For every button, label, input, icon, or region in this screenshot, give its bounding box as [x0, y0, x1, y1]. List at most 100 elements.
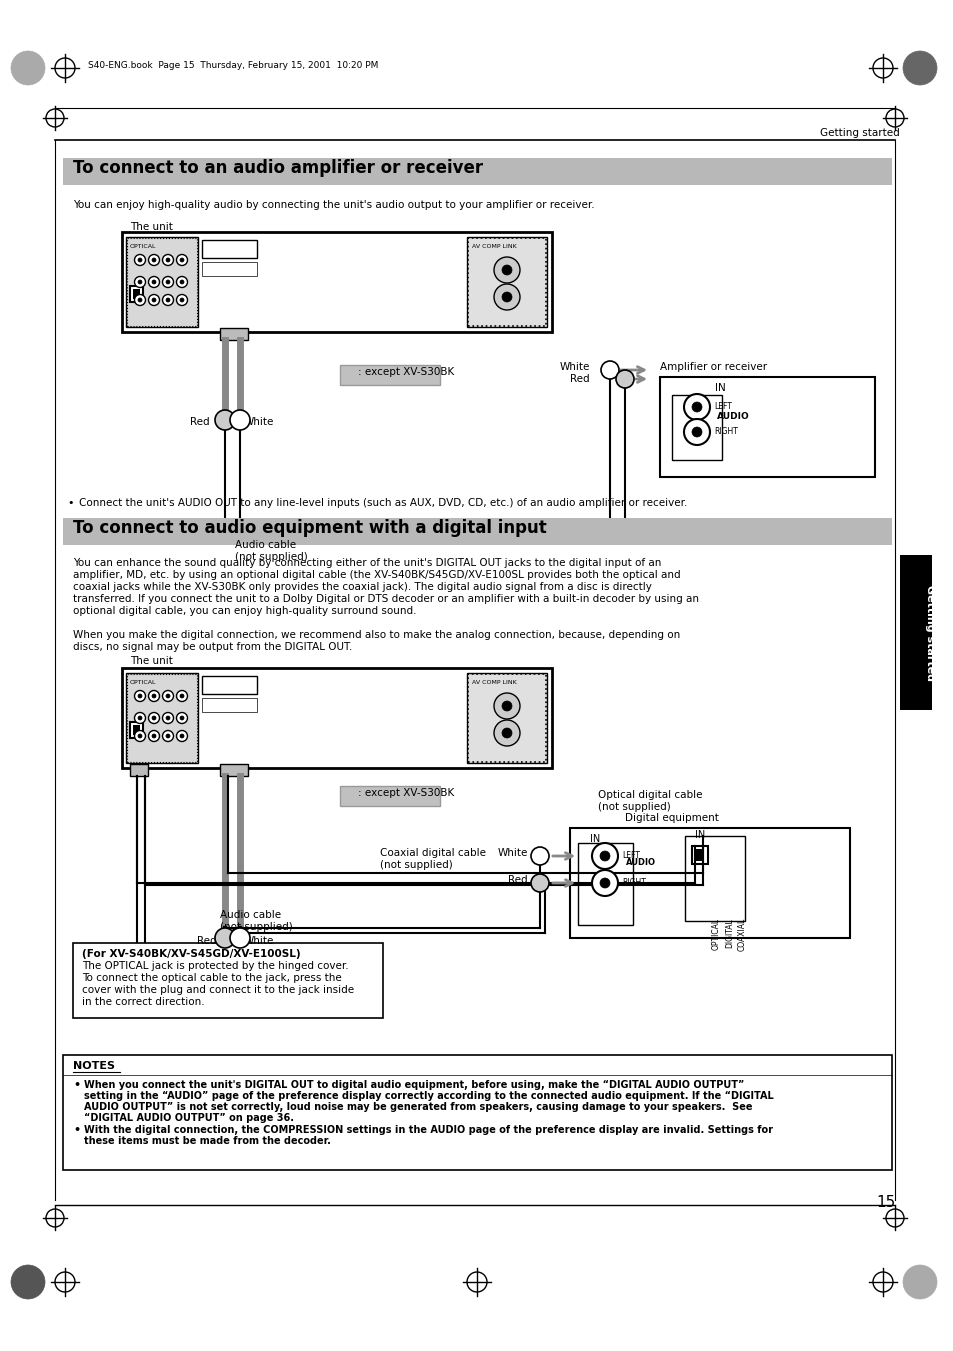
Circle shape	[152, 716, 156, 720]
Circle shape	[180, 734, 184, 738]
Bar	[899, 555, 931, 711]
Circle shape	[149, 731, 159, 742]
Circle shape	[166, 299, 170, 303]
Text: To connect to an audio amplifier or receiver: To connect to an audio amplifier or rece…	[73, 159, 482, 177]
Circle shape	[138, 734, 142, 738]
Text: NOTES: NOTES	[73, 1061, 115, 1071]
Circle shape	[166, 694, 170, 698]
Text: Audio cable: Audio cable	[234, 540, 295, 550]
Circle shape	[152, 280, 156, 284]
Bar	[130, 721, 143, 738]
Circle shape	[149, 295, 159, 305]
Bar	[132, 725, 140, 735]
Circle shape	[501, 265, 512, 276]
Circle shape	[134, 731, 146, 742]
Text: The unit: The unit	[130, 657, 172, 666]
Text: •: •	[73, 1125, 80, 1135]
Bar	[202, 676, 256, 694]
Circle shape	[599, 851, 609, 861]
Text: optional digital cable, you can enjoy high-quality surround sound.: optional digital cable, you can enjoy hi…	[73, 607, 416, 616]
Circle shape	[691, 427, 701, 436]
Bar	[130, 286, 143, 303]
Circle shape	[11, 1265, 45, 1300]
Circle shape	[683, 419, 709, 444]
Text: White: White	[559, 362, 589, 372]
Circle shape	[180, 716, 184, 720]
Circle shape	[162, 295, 173, 305]
Text: Digital equipment: Digital equipment	[624, 813, 719, 823]
Bar	[467, 673, 546, 763]
Circle shape	[152, 694, 156, 698]
Bar	[339, 786, 439, 807]
Circle shape	[162, 277, 173, 288]
Circle shape	[166, 258, 170, 262]
Circle shape	[134, 277, 146, 288]
Bar	[63, 517, 891, 544]
Text: Red: Red	[570, 374, 589, 384]
Text: DIGITAL: DIGITAL	[724, 917, 733, 948]
Bar	[73, 943, 382, 1019]
Circle shape	[162, 690, 173, 701]
Circle shape	[134, 690, 146, 701]
Text: 15: 15	[875, 1196, 894, 1210]
Circle shape	[592, 843, 618, 869]
Circle shape	[616, 370, 634, 388]
Circle shape	[152, 299, 156, 303]
Circle shape	[180, 258, 184, 262]
Circle shape	[149, 254, 159, 266]
Text: AV COMP LINK: AV COMP LINK	[472, 245, 517, 249]
Text: AUDIO: AUDIO	[717, 412, 749, 422]
Text: amplifier, MD, etc. by using an optional digital cable (the XV-S40BK/S45GD/XV-E1: amplifier, MD, etc. by using an optional…	[73, 570, 679, 580]
Circle shape	[691, 403, 701, 412]
Text: Red: Red	[191, 417, 210, 427]
Text: OPTICAL: OPTICAL	[130, 680, 156, 685]
Text: (not supplied): (not supplied)	[379, 861, 453, 870]
Circle shape	[683, 394, 709, 420]
Circle shape	[592, 870, 618, 896]
Circle shape	[501, 728, 512, 738]
Text: IN: IN	[714, 382, 725, 393]
Bar	[202, 262, 256, 276]
Circle shape	[176, 712, 188, 724]
Text: : except XV-S30BK: : except XV-S30BK	[357, 367, 454, 377]
Text: AUDIO: AUDIO	[625, 858, 656, 867]
Bar	[122, 232, 552, 332]
Text: (not supplied): (not supplied)	[234, 553, 308, 562]
Circle shape	[162, 712, 173, 724]
Circle shape	[176, 254, 188, 266]
Text: : except XV-S30BK: : except XV-S30BK	[357, 788, 454, 798]
Bar	[467, 236, 546, 327]
Circle shape	[134, 254, 146, 266]
Bar	[202, 698, 256, 712]
Bar	[659, 377, 874, 477]
Circle shape	[531, 847, 548, 865]
Circle shape	[134, 295, 146, 305]
Text: The unit: The unit	[130, 222, 172, 232]
Text: Amplifier or receiver: Amplifier or receiver	[659, 362, 766, 372]
Text: With the digital connection, the COMPRESSION settings in the AUDIO page of the p: With the digital connection, the COMPRES…	[84, 1125, 772, 1135]
Text: COAXIAL: COAXIAL	[738, 917, 746, 951]
Text: discs, no signal may be output from the DIGITAL OUT.: discs, no signal may be output from the …	[73, 642, 352, 653]
Bar	[63, 1055, 891, 1170]
Text: (not supplied): (not supplied)	[220, 921, 293, 932]
Bar	[127, 674, 196, 762]
Bar	[671, 394, 721, 459]
Text: AUDIO OUTPUT” is not set correctly, loud noise may be generated from speakers, c: AUDIO OUTPUT” is not set correctly, loud…	[84, 1102, 752, 1112]
Text: Getting started: Getting started	[924, 585, 934, 681]
Circle shape	[134, 712, 146, 724]
Circle shape	[166, 280, 170, 284]
Text: The OPTICAL jack is protected by the hinged cover.: The OPTICAL jack is protected by the hin…	[82, 961, 348, 971]
Circle shape	[600, 361, 618, 380]
Text: LEFT: LEFT	[621, 851, 639, 861]
Circle shape	[902, 51, 936, 85]
Circle shape	[494, 720, 519, 746]
Circle shape	[176, 690, 188, 701]
Circle shape	[152, 734, 156, 738]
Bar	[569, 828, 849, 938]
Text: You can enjoy high-quality audio by connecting the unit's audio output to your a: You can enjoy high-quality audio by conn…	[73, 200, 594, 209]
Circle shape	[162, 254, 173, 266]
Circle shape	[138, 299, 142, 303]
Circle shape	[494, 693, 519, 719]
Circle shape	[176, 731, 188, 742]
Bar	[339, 365, 439, 385]
